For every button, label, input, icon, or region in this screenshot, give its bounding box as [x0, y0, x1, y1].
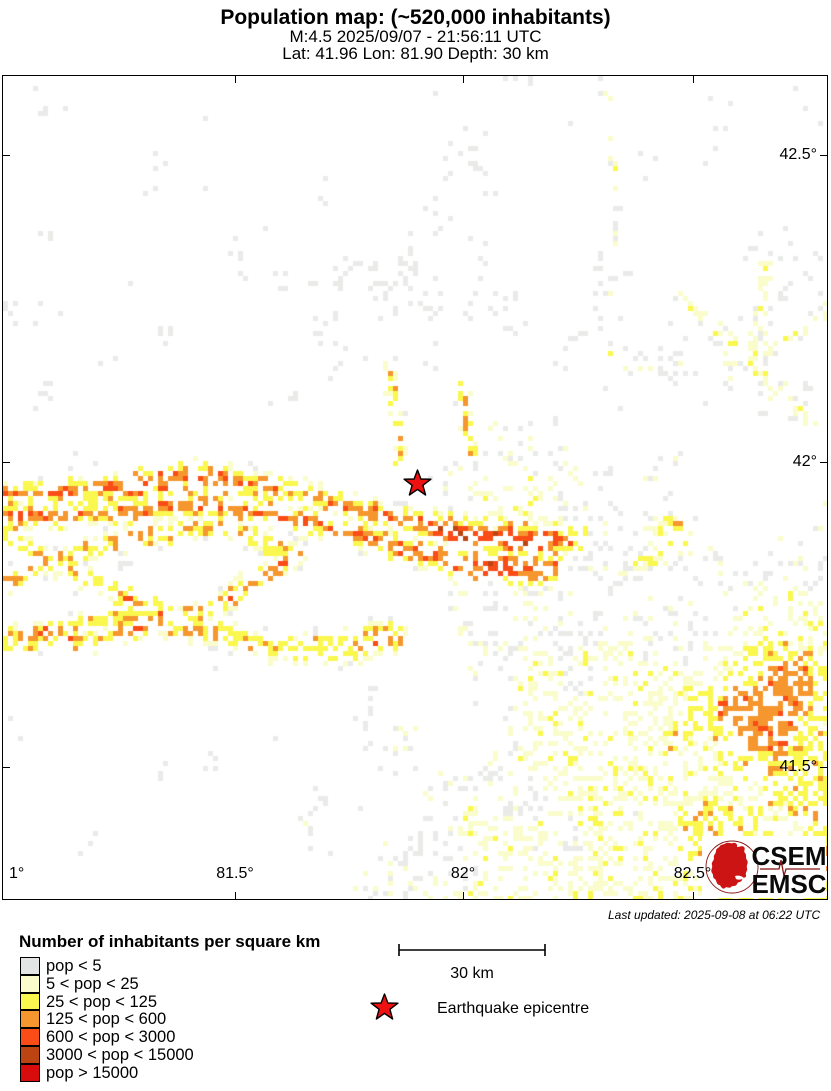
svg-text:EMSC: EMSC	[751, 869, 826, 898]
svg-text:CSEM: CSEM	[751, 841, 826, 871]
